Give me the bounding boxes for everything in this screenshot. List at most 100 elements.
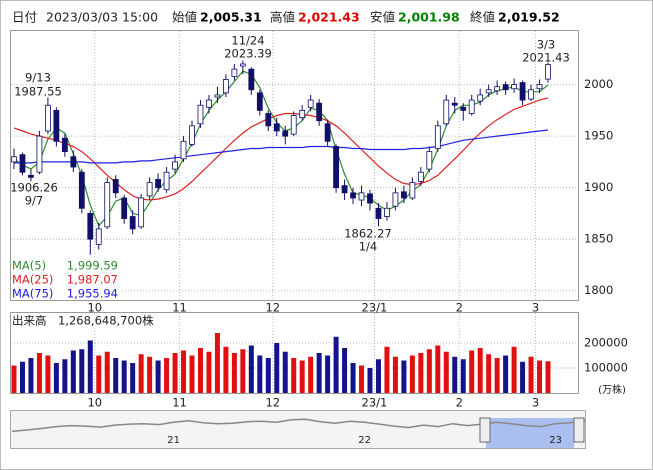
candle-body <box>434 125 441 149</box>
candle-body <box>19 154 26 173</box>
volume-bar <box>375 359 381 393</box>
annotation-value: 2023.39 <box>224 47 272 61</box>
y-tick-label: 1900 <box>584 180 613 194</box>
price-panel <box>10 30 579 301</box>
annotation-date: 3/3 <box>537 38 556 52</box>
candle-body <box>53 109 60 142</box>
candle-body <box>375 207 382 219</box>
candle-body <box>350 192 356 199</box>
ma-line <box>14 129 549 164</box>
volume-bar <box>257 355 263 393</box>
header-item-name: 安値 <box>370 10 395 25</box>
candle-body <box>197 104 204 125</box>
header-item-value: 2,001.98 <box>398 10 460 25</box>
legend-name: MA(5) <box>12 259 46 273</box>
x-tick-label: 12 <box>265 396 280 410</box>
candle-body <box>256 92 263 111</box>
volume-bar <box>104 351 110 393</box>
volume-bar <box>19 361 25 393</box>
candle-body <box>78 171 85 209</box>
candle-body <box>87 213 94 240</box>
legend-value: 1,955.94 <box>67 287 118 301</box>
volume-bar <box>537 360 543 393</box>
volume-bar <box>426 349 432 393</box>
navigator-label: 22 <box>358 435 371 446</box>
candle-body <box>468 99 475 114</box>
volume-bar <box>409 355 415 393</box>
candle-body <box>367 193 373 204</box>
volume-tick-label: 200000 <box>584 336 628 350</box>
volume-bar <box>460 359 466 393</box>
x-tick-label: 12 <box>265 301 280 315</box>
volume-bar <box>96 355 102 393</box>
ma-line <box>13 97 549 201</box>
x-tick-label: 23/1 <box>362 301 388 315</box>
volume-bar <box>299 360 305 393</box>
header-item-name: 高値 <box>270 10 295 25</box>
candle-body <box>358 192 365 201</box>
volume-bar <box>392 356 398 393</box>
volume-bar <box>265 358 271 393</box>
candle-body <box>138 197 145 228</box>
header-item-name: 終値 <box>470 10 495 25</box>
candle-body <box>248 68 255 91</box>
volume-bar <box>469 350 475 393</box>
volume-bar <box>53 363 59 393</box>
candle-body <box>121 197 128 219</box>
volume-bar <box>11 365 17 393</box>
candle-body <box>273 123 280 132</box>
volume-bar <box>503 355 509 393</box>
volume-bar <box>308 356 314 393</box>
candle-body <box>112 179 119 194</box>
navigator-handle[interactable] <box>573 417 585 443</box>
ma-line <box>13 70 549 227</box>
volume-bar <box>443 351 449 393</box>
candle-body <box>536 84 543 90</box>
volume-bar <box>333 336 339 393</box>
volume-bar <box>486 354 492 393</box>
volume-bar <box>520 361 526 393</box>
candle-body <box>189 125 195 145</box>
annotation-value: 1906.26 <box>10 181 58 195</box>
candle-body <box>511 84 517 90</box>
candle-body <box>341 185 348 194</box>
volume-bar <box>147 356 153 393</box>
volume-bar <box>214 333 220 393</box>
legend-bg <box>11 259 121 300</box>
candle-body <box>70 156 77 168</box>
volume-bar <box>282 351 288 393</box>
candle-body <box>401 191 407 199</box>
candle-body <box>417 171 424 182</box>
legend-name: MA(25) <box>12 273 53 287</box>
volume-bar <box>248 345 254 393</box>
x-tick-label: 23/1 <box>362 396 388 410</box>
x-tick-label: 10 <box>87 301 102 315</box>
volume-bar <box>240 349 246 393</box>
annotation-value: 2021.43 <box>522 51 570 65</box>
navigator-label: 23 <box>549 435 562 446</box>
volume-bar <box>155 360 161 393</box>
x-tick-label: 11 <box>172 301 187 315</box>
candle-body <box>95 228 102 245</box>
y-tick-label: 1950 <box>584 129 613 143</box>
volume-bar <box>36 353 42 393</box>
volume-title: 出来高 <box>12 314 47 328</box>
volume-bar <box>197 348 203 393</box>
candle-body <box>451 102 458 106</box>
navigator-handle[interactable] <box>479 417 491 443</box>
candle-body <box>384 207 390 217</box>
volume-bar <box>384 346 390 393</box>
volume-bar <box>164 358 170 393</box>
candle-body <box>36 135 43 173</box>
volume-bar <box>494 358 500 393</box>
candle-body <box>265 113 272 127</box>
header-item-value: 2,019.52 <box>498 10 560 25</box>
header-item-value: 2,005.31 <box>200 10 262 25</box>
candle-body <box>299 109 306 118</box>
candle-body <box>528 89 534 100</box>
candle-body <box>502 84 509 91</box>
header-item-name: 始値 <box>172 10 197 25</box>
candle-body <box>392 192 399 207</box>
volume-bar <box>274 343 280 393</box>
